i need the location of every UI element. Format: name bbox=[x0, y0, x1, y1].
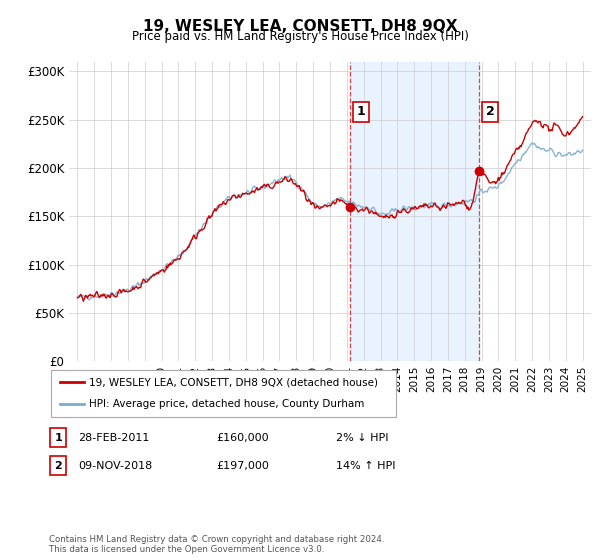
Text: 1: 1 bbox=[55, 433, 62, 443]
Text: HPI: Average price, detached house, County Durham: HPI: Average price, detached house, Coun… bbox=[89, 399, 364, 409]
Text: £160,000: £160,000 bbox=[216, 433, 269, 443]
Text: 19, WESLEY LEA, CONSETT, DH8 9QX: 19, WESLEY LEA, CONSETT, DH8 9QX bbox=[143, 19, 457, 34]
Text: 1: 1 bbox=[356, 105, 365, 118]
Text: 2: 2 bbox=[55, 461, 62, 471]
FancyBboxPatch shape bbox=[50, 456, 67, 475]
Bar bbox=[350, 62, 479, 361]
Text: 14% ↑ HPI: 14% ↑ HPI bbox=[336, 461, 395, 471]
Text: 09-NOV-2018: 09-NOV-2018 bbox=[78, 461, 152, 471]
FancyBboxPatch shape bbox=[50, 428, 67, 447]
Text: 28-FEB-2011: 28-FEB-2011 bbox=[78, 433, 149, 443]
FancyBboxPatch shape bbox=[51, 370, 396, 417]
Text: Price paid vs. HM Land Registry's House Price Index (HPI): Price paid vs. HM Land Registry's House … bbox=[131, 30, 469, 43]
Text: £197,000: £197,000 bbox=[216, 461, 269, 471]
Text: 19, WESLEY LEA, CONSETT, DH8 9QX (detached house): 19, WESLEY LEA, CONSETT, DH8 9QX (detach… bbox=[89, 377, 378, 388]
Text: Contains HM Land Registry data © Crown copyright and database right 2024.
This d: Contains HM Land Registry data © Crown c… bbox=[49, 535, 385, 554]
Text: 2: 2 bbox=[486, 105, 494, 118]
Text: 2% ↓ HPI: 2% ↓ HPI bbox=[336, 433, 389, 443]
